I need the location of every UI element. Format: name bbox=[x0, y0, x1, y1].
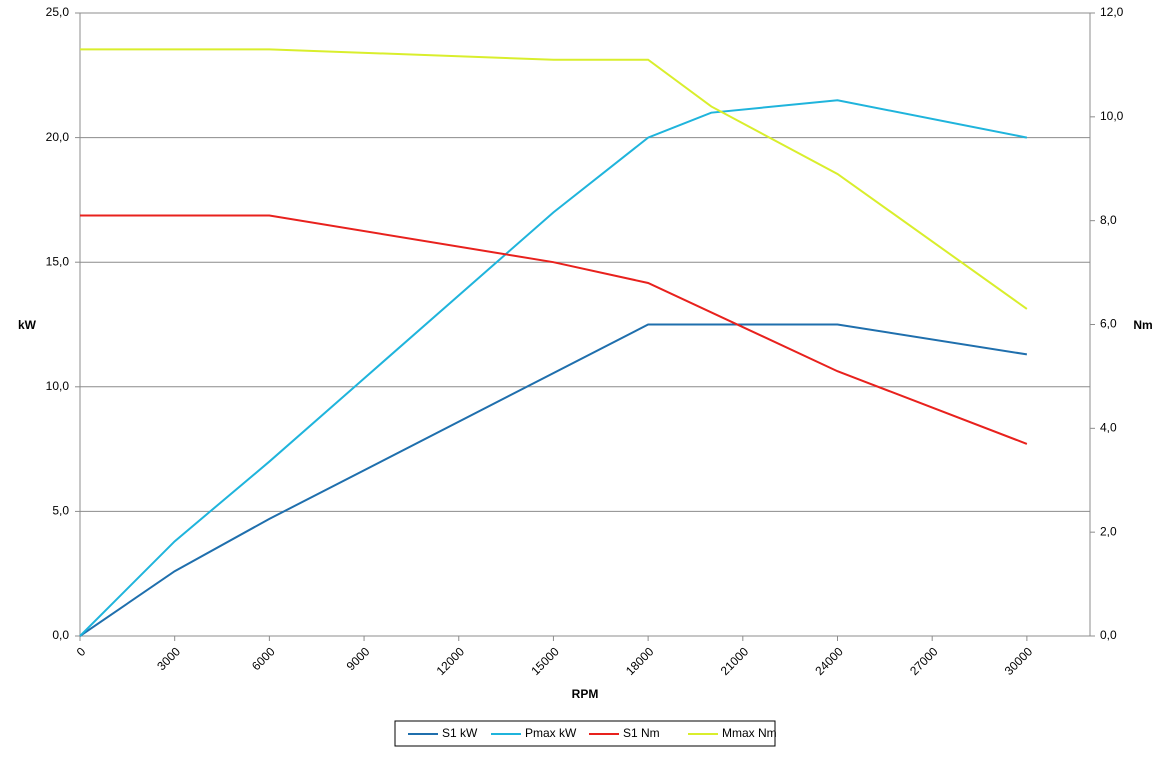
y-tick-label: 5,0 bbox=[52, 504, 69, 518]
x-tick-label: 18000 bbox=[623, 644, 657, 678]
x-tick-label: 0 bbox=[74, 644, 89, 659]
y2-tick-label: 6,0 bbox=[1100, 317, 1117, 331]
y2-tick-label: 10,0 bbox=[1100, 109, 1124, 123]
y-tick-label: 15,0 bbox=[46, 254, 70, 268]
series-line bbox=[80, 48, 1028, 310]
series-line bbox=[79, 323, 1028, 637]
x-tick-label: 12000 bbox=[434, 644, 468, 678]
x-tick-label: 24000 bbox=[812, 644, 846, 678]
x-tick-label: 21000 bbox=[718, 644, 752, 678]
x-tick-label: 27000 bbox=[907, 644, 941, 678]
y-axis-title: kW bbox=[18, 318, 37, 332]
y2-tick-label: 2,0 bbox=[1100, 524, 1117, 538]
x-tick-label: 3000 bbox=[154, 644, 183, 673]
series-line bbox=[80, 214, 1028, 445]
x-tick-label: 6000 bbox=[249, 644, 278, 673]
legend-label: S1 Nm bbox=[623, 726, 660, 740]
y2-axis-title: Nm bbox=[1133, 318, 1152, 332]
x-tick-label: 9000 bbox=[344, 644, 373, 673]
legend-label: S1 kW bbox=[442, 726, 478, 740]
y-tick-label: 0,0 bbox=[52, 628, 69, 642]
y2-tick-label: 8,0 bbox=[1100, 213, 1117, 227]
y-tick-label: 20,0 bbox=[46, 130, 70, 144]
series-line bbox=[79, 99, 1028, 637]
y-tick-label: 10,0 bbox=[46, 379, 70, 393]
x-axis-title: RPM bbox=[572, 687, 599, 701]
y-tick-label: 25,0 bbox=[46, 5, 70, 19]
y2-tick-label: 4,0 bbox=[1100, 421, 1117, 435]
legend-label: Pmax kW bbox=[525, 726, 577, 740]
x-tick-label: 30000 bbox=[1002, 644, 1036, 678]
y2-tick-label: 0,0 bbox=[1100, 628, 1117, 642]
legend-label: Mmax Nm bbox=[722, 726, 777, 740]
y2-tick-label: 12,0 bbox=[1100, 5, 1124, 19]
x-tick-label: 15000 bbox=[528, 644, 562, 678]
